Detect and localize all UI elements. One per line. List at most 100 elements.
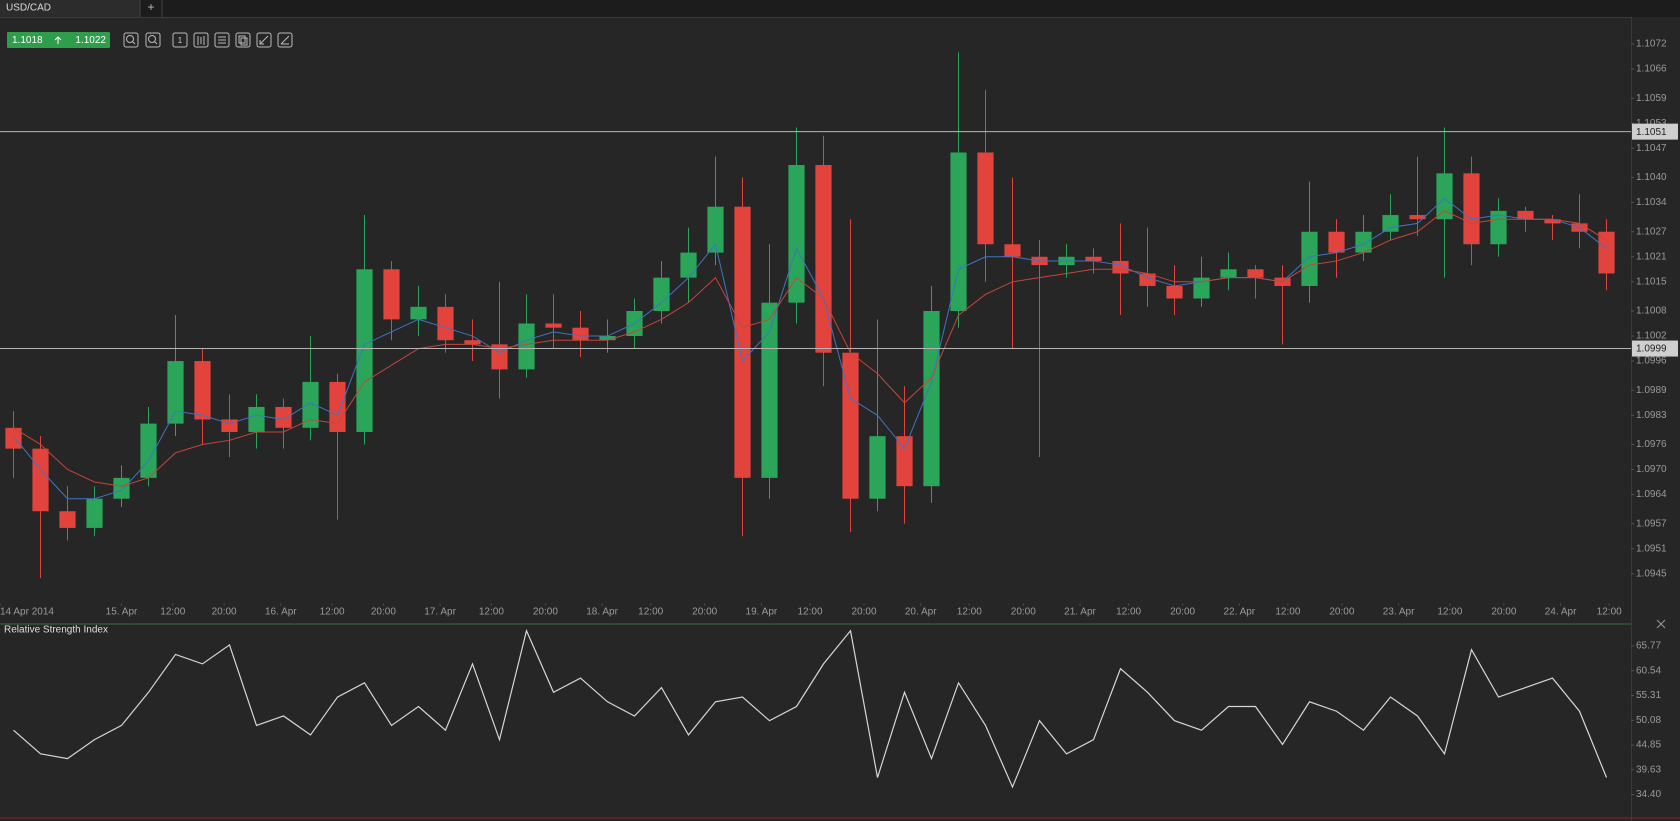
x-tick-label: 12:00 <box>957 607 982 618</box>
candle-body <box>464 340 481 345</box>
bid: 1.1018 <box>12 35 43 46</box>
candle <box>248 394 265 449</box>
x-tick-label: 12:00 <box>160 607 185 618</box>
candle <box>1382 194 1399 241</box>
candle <box>896 386 913 524</box>
candle <box>653 260 670 324</box>
x-tick-label: 12:00 <box>320 607 345 618</box>
candle-body <box>437 306 454 341</box>
candle <box>59 486 76 541</box>
x-tick-label: 20:00 <box>851 607 876 618</box>
candle-body <box>140 423 157 478</box>
y-tick-label: 1.1059 <box>1636 93 1667 104</box>
x-tick-label: 12:00 <box>479 607 504 618</box>
candle-body <box>329 381 346 432</box>
candle <box>1220 252 1237 291</box>
chart-type[interactable] <box>193 32 209 48</box>
tab[interactable] <box>0 0 140 17</box>
copy[interactable] <box>235 32 251 48</box>
x-tick-label: 20:00 <box>371 607 396 618</box>
interval-label: 1 <box>178 36 183 45</box>
candle <box>545 294 562 349</box>
indicators[interactable] <box>214 32 230 48</box>
x-tick-label: 23. Apr <box>1383 607 1415 618</box>
candle-body <box>1301 231 1318 286</box>
x-tick-label: 20:00 <box>212 607 237 618</box>
y-tick-label: 1.0996 <box>1636 356 1667 367</box>
x-tick-label: 12:00 <box>638 607 663 618</box>
x-tick-label: 20. Apr <box>905 607 937 618</box>
candle-body <box>950 152 967 311</box>
candle-body <box>923 311 940 487</box>
candle-body <box>1517 210 1534 220</box>
x-tick-label: 20:00 <box>1329 607 1354 618</box>
candle-body <box>59 511 76 528</box>
y-tick-label: 34.40 <box>1636 789 1661 800</box>
moving-average <box>13 210 1607 487</box>
candle <box>680 227 697 303</box>
y-tick-label: 55.31 <box>1636 690 1661 701</box>
x-tick-label: 20:00 <box>533 607 558 618</box>
x-tick-label: 21. Apr <box>1064 607 1096 618</box>
candle-body <box>761 302 778 478</box>
candle-body <box>1328 231 1345 253</box>
x-tick-label: 20:00 <box>692 607 717 618</box>
candle <box>1166 265 1183 316</box>
candle-body <box>113 477 130 499</box>
candle <box>788 127 805 324</box>
tab-title: USD/CAD <box>6 3 51 14</box>
x-tick-label: 22. Apr <box>1223 607 1255 618</box>
y-tick-label: 1.0976 <box>1636 439 1667 450</box>
x-tick-label: 15. Apr <box>106 607 138 618</box>
price-label-box <box>1632 340 1678 357</box>
y-tick-label: 1.0945 <box>1636 568 1667 579</box>
quote-box[interactable]: 1.1018 1.1022 <box>7 32 110 48</box>
candle <box>1409 156 1426 236</box>
close-indicator[interactable] <box>1656 619 1666 629</box>
x-tick-label: 12:00 <box>1116 607 1141 618</box>
candle-body <box>356 269 373 432</box>
candle <box>1301 181 1318 303</box>
candle-body <box>680 252 697 278</box>
candle-body <box>545 323 562 328</box>
candle-body <box>383 269 400 320</box>
y-tick-label: 50.08 <box>1636 715 1661 726</box>
candle <box>977 89 994 282</box>
x-tick-label: 12:00 <box>1275 607 1300 618</box>
candle-body <box>896 436 913 487</box>
zoom-out[interactable] <box>123 32 139 48</box>
y-tick-label: 1.0964 <box>1636 489 1667 500</box>
x-tick-label: 20:00 <box>1011 607 1036 618</box>
edit[interactable] <box>277 32 293 48</box>
candle-body <box>86 498 103 528</box>
candle <box>410 285 427 337</box>
candle <box>302 336 319 441</box>
candle-body <box>248 406 265 432</box>
candle <box>572 311 589 357</box>
candle-body <box>599 336 616 341</box>
x-tick-label: 17. Apr <box>424 607 456 618</box>
interval[interactable]: 1 <box>172 32 188 48</box>
y-tick-label: 1.1002 <box>1636 331 1667 342</box>
y-tick-label: 1.0951 <box>1636 543 1667 554</box>
candle-body <box>734 206 751 478</box>
x-tick-label: 12:00 <box>1437 607 1462 618</box>
candle-body <box>167 361 184 424</box>
candle-body <box>1139 273 1156 286</box>
zoom-in[interactable] <box>145 32 161 48</box>
candle-body <box>1166 285 1183 299</box>
candle-body <box>410 306 427 320</box>
candle <box>464 319 481 362</box>
candle-body <box>1004 244 1021 257</box>
candle <box>1139 227 1156 307</box>
y-tick-label: 1.1047 <box>1636 143 1667 154</box>
y-tick-label: 1.1053 <box>1636 118 1667 129</box>
x-tick-label: 19. Apr <box>746 607 778 618</box>
x-tick-label: 24. Apr <box>1545 607 1577 618</box>
drawing[interactable] <box>256 32 272 48</box>
y-tick-label: 1.0957 <box>1636 518 1667 529</box>
add-tab[interactable]: + <box>147 0 154 14</box>
y-tick-label: 1.0970 <box>1636 464 1667 475</box>
candle-body <box>1598 231 1615 274</box>
